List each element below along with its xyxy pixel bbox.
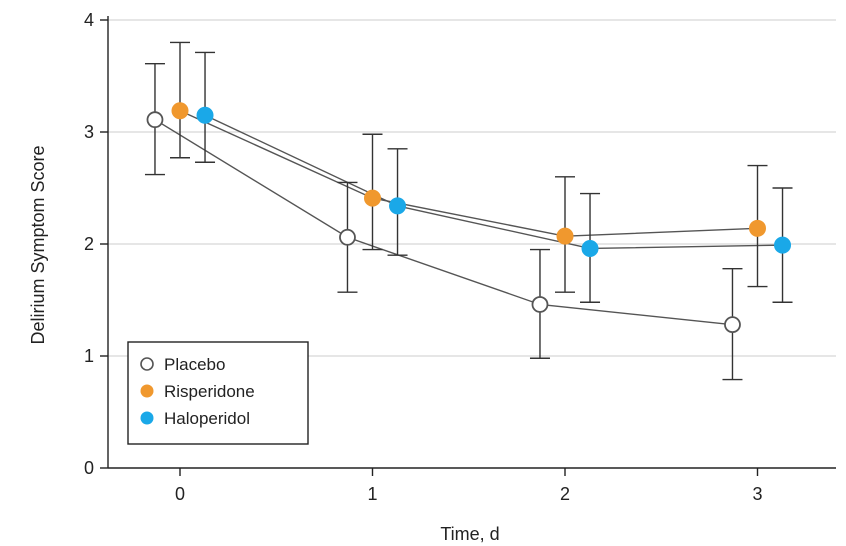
tick-labels: 0 1 2 3 4 0 1 2 3 <box>84 10 763 504</box>
x-tick-label: 1 <box>367 484 377 504</box>
data-point-risperidone <box>749 219 766 237</box>
x-tick-label: 3 <box>752 484 762 504</box>
x-tick-label: 0 <box>175 484 185 504</box>
series-line-haloperidol <box>204 114 783 250</box>
data-point-placebo <box>531 296 549 313</box>
data-point-risperidone <box>364 189 381 207</box>
x-axis-title: Time, d <box>440 524 499 544</box>
legend-marker-haloperidol <box>140 411 154 425</box>
data-point-placebo <box>724 316 741 334</box>
gridlines <box>108 19 836 357</box>
series-line-placebo <box>154 119 733 326</box>
legend-label: Haloperidol <box>164 409 250 428</box>
error-bars <box>144 41 793 381</box>
data-point-risperidone <box>556 227 574 245</box>
data-point-haloperidol <box>774 236 792 254</box>
legend: Placebo Risperidone Haloperidol <box>127 341 309 445</box>
legend-marker-placebo <box>140 357 154 371</box>
data-point-haloperidol <box>389 197 407 215</box>
legend-box <box>127 341 309 445</box>
error-bar <box>170 41 190 159</box>
x-tick-label: 2 <box>560 484 570 504</box>
y-tick-label: 3 <box>84 122 94 142</box>
legend-marker-risperidone <box>140 384 154 398</box>
data-point-risperidone <box>171 102 189 120</box>
y-tick-label: 0 <box>84 458 94 478</box>
y-tick-label: 1 <box>84 346 94 366</box>
legend-label: Placebo <box>164 355 225 374</box>
y-tick-label: 2 <box>84 234 94 254</box>
data-point-placebo <box>339 228 356 246</box>
data-point-placebo <box>146 111 164 129</box>
y-tick-label: 4 <box>84 10 94 30</box>
series-line-risperidone <box>179 110 758 237</box>
data-point-haloperidol <box>581 239 599 257</box>
series-lines <box>154 110 783 326</box>
axes <box>100 16 836 476</box>
y-axis-title: Delirium Symptom Score <box>28 145 48 344</box>
legend-label: Risperidone <box>164 382 255 401</box>
data-points <box>146 102 792 334</box>
data-point-haloperidol <box>196 106 214 124</box>
